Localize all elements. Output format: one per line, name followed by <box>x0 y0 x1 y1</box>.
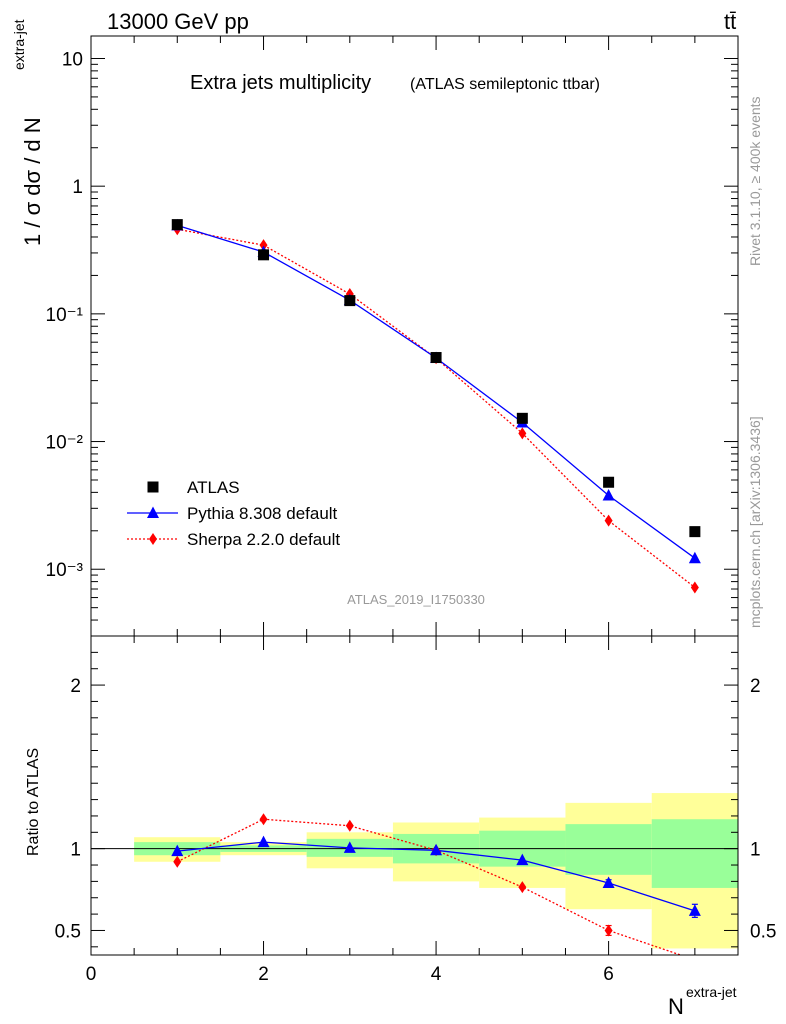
legend-label: Pythia 8.308 default <box>187 504 338 523</box>
main-ylabel-sup: extra-jet <box>11 19 27 70</box>
main-axis-ticks: 10⁻³ 10⁻² 10⁻¹ 1 10 <box>46 36 739 637</box>
ratio-y-tick-label: 0.5 <box>55 921 81 942</box>
legend-atlas-marker <box>147 481 159 493</box>
ratio-pythia-point <box>516 853 529 866</box>
x-axis-title: N <box>668 994 684 1019</box>
ratio-y-tick-label-right: 2 <box>750 676 761 697</box>
sherpa-point <box>690 581 699 594</box>
atlas-point <box>430 352 442 364</box>
ratio-sherpa-point <box>259 813 268 826</box>
atlas-point <box>516 412 528 424</box>
ratio-series-group <box>171 813 701 955</box>
legend-label: ATLAS <box>187 478 240 497</box>
ratio-pythia-point <box>343 841 356 853</box>
ratio-y-tick-label-right: 1 <box>750 840 761 861</box>
main-y-tick-label: 1 <box>72 177 83 198</box>
ratio-sherpa-point <box>518 881 527 894</box>
pythia-point <box>602 488 615 501</box>
ratio-ylabel: Ratio to ATLAS <box>25 748 42 856</box>
ratio-pythia-point <box>688 904 701 916</box>
ratio-sherpa-point <box>694 953 696 955</box>
uncertainty-band-inner <box>565 824 652 875</box>
uncertainty-band-inner <box>651 819 738 888</box>
rivet-label: Rivet 3.1.10, ≥ 400k events <box>747 96 763 266</box>
mcplots-label-group: mcplots.cern.ch [arXiv:1306.3436] <box>747 416 763 628</box>
atlas-point <box>603 476 615 488</box>
ratio-pythia-point <box>171 844 184 857</box>
atlas-point <box>258 249 270 261</box>
ratio-axis-ticks: 0.5 0.5 1 1 2 2 0 2 4 6 <box>55 636 776 985</box>
main-title: Extra jets multiplicity <box>190 72 371 94</box>
sherpa-point <box>518 427 527 440</box>
process-label: tt̄ <box>724 9 736 34</box>
main-y-axis-sup: extra-jet <box>11 19 27 70</box>
atlas-point <box>171 219 183 231</box>
sherpa-point <box>259 239 268 252</box>
legend-sherpa-marker <box>149 533 157 545</box>
rivet-label-group: Rivet 3.1.10, ≥ 400k events <box>747 96 763 266</box>
legend-label: Sherpa 2.2.0 default <box>187 530 340 549</box>
x-tick-label: 2 <box>258 964 269 985</box>
main-y-tick-label: 10 <box>62 49 83 70</box>
atlas-point <box>689 526 701 538</box>
main-plot-area <box>171 218 701 594</box>
atlas-point <box>344 295 356 307</box>
ratio-pythia-point <box>430 843 443 856</box>
main-y-axis-title: 1 / σ dσ / d N <box>20 117 45 246</box>
main-ylabel: 1 / σ dσ / d N <box>20 117 45 246</box>
ratio-sherpa-point <box>345 819 354 832</box>
x-tick-label: 4 <box>431 964 442 985</box>
mcplots-label: mcplots.cern.ch [arXiv:1306.3436] <box>747 416 763 628</box>
ratio-sherpa-point <box>173 855 182 868</box>
pythia-point <box>688 551 701 564</box>
sherpa-point <box>604 514 613 527</box>
x-axis-title-sup: extra-jet <box>686 984 737 1000</box>
energy-label: 13000 GeV pp <box>107 9 249 34</box>
main-y-tick-label: 10⁻³ <box>46 560 84 581</box>
ratio-y-tick-label-right: 0.5 <box>750 921 776 942</box>
main-y-tick-label: 10⁻¹ <box>46 305 84 326</box>
ratio-pythia-point <box>257 835 270 848</box>
ratio-sherpa-point <box>604 924 613 937</box>
ratio-frame <box>90 635 739 956</box>
ratio-y-tick-label: 1 <box>70 840 81 861</box>
ratio-panel: 0.5 0.5 1 1 2 2 0 2 4 6 Ratio to ATLAS N extra-je… <box>25 635 776 1019</box>
x-tick-label: 0 <box>86 964 97 985</box>
ratio-plot-area <box>91 793 738 955</box>
legend: ATLAS Pythia 8.308 default Sherpa 2.2.0 de… <box>127 478 340 549</box>
main-subtitle: (ATLAS semileptonic ttbar) <box>410 76 600 93</box>
main-y-tick-label: 10⁻² <box>46 433 84 454</box>
ratio-pythia-point <box>602 876 615 889</box>
watermark: ATLAS_2019_I1750330 <box>347 592 485 607</box>
ratio-y-axis-title: Ratio to ATLAS <box>25 748 42 856</box>
ratio-y-tick-label: 2 <box>70 676 81 697</box>
x-tick-label: 6 <box>603 964 614 985</box>
legend-pythia-marker <box>147 506 159 518</box>
